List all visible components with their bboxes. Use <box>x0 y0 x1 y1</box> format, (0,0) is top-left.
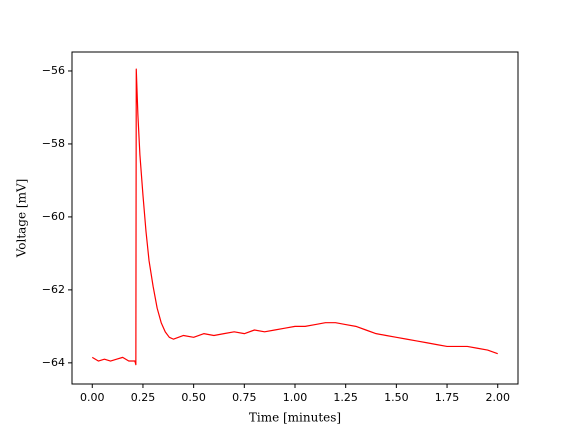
y-axis-label: Voltage [mV] <box>15 179 29 259</box>
x-tick-label: 0.50 <box>181 391 206 404</box>
plot-frame <box>71 51 519 385</box>
x-tick-label: 1.25 <box>333 391 358 404</box>
x-tick-label: 1.50 <box>384 391 409 404</box>
x-tick-label: 2.00 <box>485 391 510 404</box>
y-tick-label: −62 <box>42 283 65 296</box>
y-tick-label: −60 <box>42 210 65 223</box>
x-tick-label: 1.00 <box>283 391 308 404</box>
x-tick-label: 0.00 <box>80 391 105 404</box>
y-tick-label: −64 <box>42 356 65 369</box>
x-tick-label: 0.75 <box>232 391 257 404</box>
y-tick-label: −58 <box>42 137 65 150</box>
data-line <box>91 68 498 366</box>
x-tick-label: 1.75 <box>435 391 460 404</box>
x-tick-label: 0.25 <box>131 391 156 404</box>
x-axis-label: Time [minutes] <box>249 411 341 425</box>
y-tick-label: −56 <box>42 64 65 77</box>
